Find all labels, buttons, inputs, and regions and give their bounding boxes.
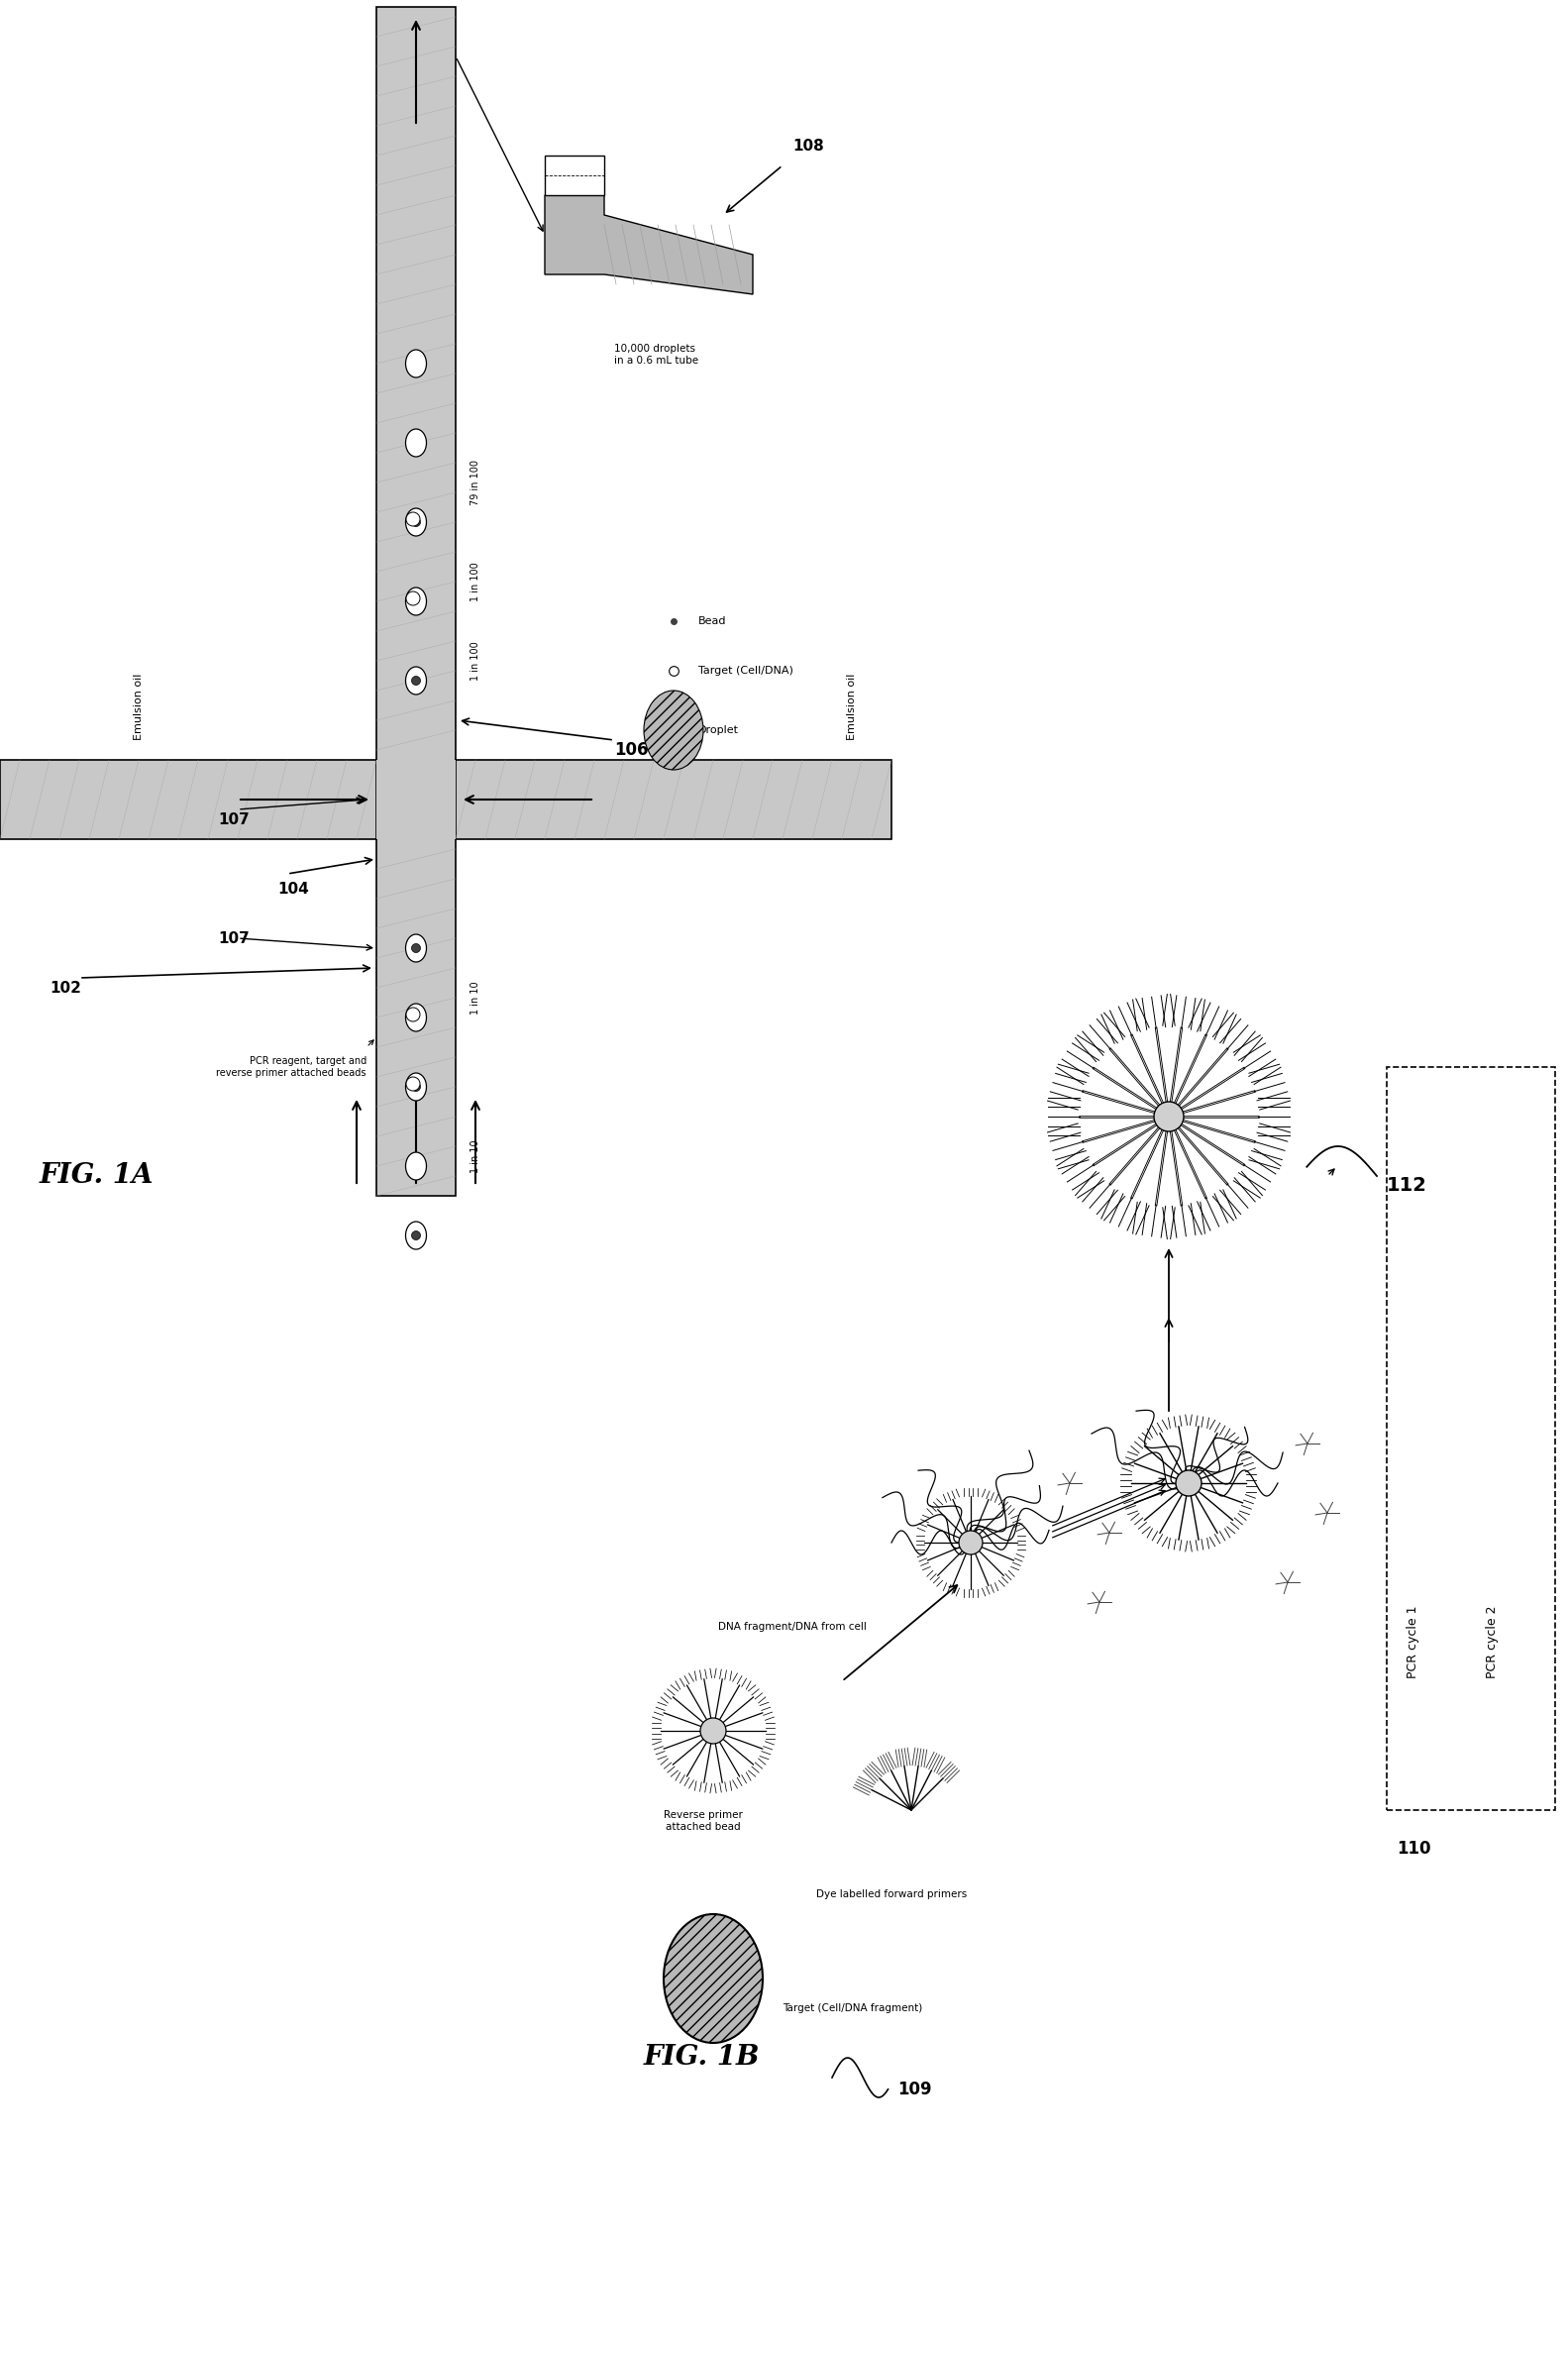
Circle shape bbox=[411, 518, 420, 528]
Bar bbox=[1386, 1067, 1555, 1811]
Text: 1 in 10: 1 in 10 bbox=[470, 982, 480, 1015]
Text: 107: 107 bbox=[218, 930, 249, 947]
Text: 104: 104 bbox=[278, 881, 309, 897]
Text: 109: 109 bbox=[898, 2079, 933, 2098]
Bar bbox=[0, 761, 376, 838]
Text: 106: 106 bbox=[615, 742, 648, 758]
Ellipse shape bbox=[406, 509, 426, 537]
Text: FIG. 1B: FIG. 1B bbox=[644, 2044, 760, 2070]
Bar bbox=[544, 155, 604, 195]
Text: 1 in 10: 1 in 10 bbox=[470, 1140, 480, 1173]
Circle shape bbox=[406, 513, 420, 525]
Ellipse shape bbox=[406, 1074, 426, 1100]
Text: Emulsion oil: Emulsion oil bbox=[847, 674, 856, 739]
Circle shape bbox=[411, 676, 420, 685]
Ellipse shape bbox=[406, 351, 426, 377]
Text: 110: 110 bbox=[1397, 1839, 1432, 1858]
Circle shape bbox=[701, 1717, 726, 1743]
Text: 102: 102 bbox=[50, 980, 82, 996]
Text: Target (Cell/DNA fragment): Target (Cell/DNA fragment) bbox=[782, 2004, 922, 2014]
Ellipse shape bbox=[406, 429, 426, 457]
Circle shape bbox=[1154, 1102, 1184, 1130]
Text: PCR reagent, target and
reverse primer attached beads: PCR reagent, target and reverse primer a… bbox=[216, 1057, 367, 1079]
Circle shape bbox=[411, 1232, 420, 1241]
Text: Droplet: Droplet bbox=[698, 725, 739, 735]
Circle shape bbox=[411, 944, 420, 954]
Text: 1 in 100: 1 in 100 bbox=[470, 641, 480, 681]
Ellipse shape bbox=[406, 935, 426, 961]
Text: 1 in 100: 1 in 100 bbox=[470, 563, 480, 601]
Ellipse shape bbox=[663, 1915, 762, 2042]
Bar bbox=[456, 761, 892, 838]
Text: 112: 112 bbox=[1386, 1178, 1427, 1196]
Ellipse shape bbox=[406, 1222, 426, 1251]
Circle shape bbox=[406, 1008, 420, 1022]
Circle shape bbox=[406, 591, 420, 605]
Circle shape bbox=[406, 1076, 420, 1090]
Text: PCR cycle 1: PCR cycle 1 bbox=[1406, 1606, 1419, 1679]
Text: 79 in 100: 79 in 100 bbox=[470, 459, 480, 506]
Text: Emulsion oil: Emulsion oil bbox=[133, 674, 144, 739]
Bar bbox=[376, 7, 456, 1196]
Polygon shape bbox=[544, 195, 753, 294]
Text: FIG. 1A: FIG. 1A bbox=[39, 1163, 154, 1189]
Circle shape bbox=[958, 1531, 983, 1554]
Text: 107: 107 bbox=[218, 812, 249, 827]
Text: Bead: Bead bbox=[698, 617, 726, 626]
Text: Dye labelled forward primers: Dye labelled forward primers bbox=[815, 1889, 967, 1898]
Bar bbox=[376, 761, 456, 838]
Ellipse shape bbox=[644, 690, 704, 770]
Ellipse shape bbox=[406, 1152, 426, 1180]
Ellipse shape bbox=[406, 666, 426, 695]
Text: 108: 108 bbox=[792, 139, 823, 153]
Ellipse shape bbox=[406, 1003, 426, 1031]
Circle shape bbox=[1176, 1470, 1201, 1495]
Text: DNA fragment/DNA from cell: DNA fragment/DNA from cell bbox=[718, 1623, 867, 1632]
Circle shape bbox=[411, 1083, 420, 1090]
Ellipse shape bbox=[406, 586, 426, 615]
Text: 10,000 droplets
in a 0.6 mL tube: 10,000 droplets in a 0.6 mL tube bbox=[615, 344, 698, 365]
Text: Reverse primer
attached bead: Reverse primer attached bead bbox=[663, 1811, 743, 1832]
Text: PCR cycle 2: PCR cycle 2 bbox=[1486, 1606, 1499, 1679]
Text: Target (Cell/DNA): Target (Cell/DNA) bbox=[698, 666, 793, 676]
